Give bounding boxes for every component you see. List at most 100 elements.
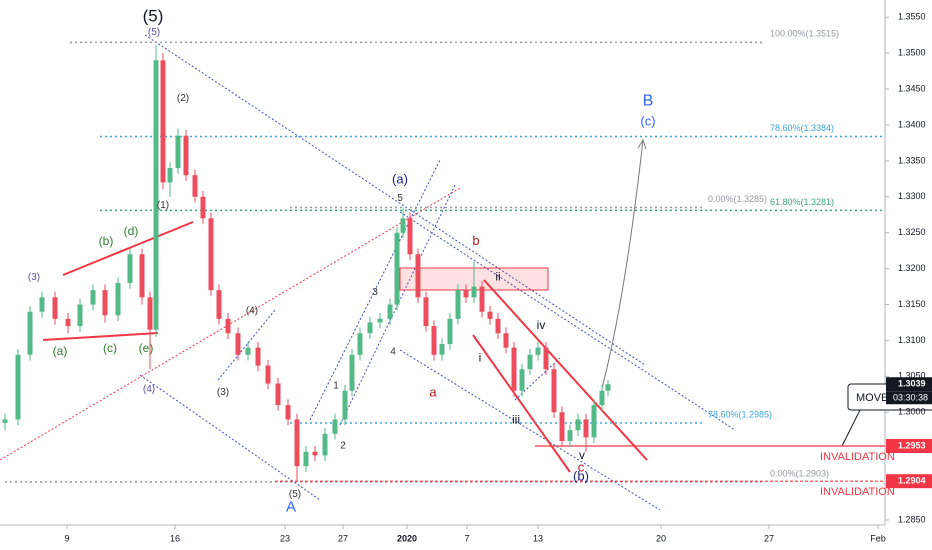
candle-body — [527, 354, 533, 370]
candle-body — [575, 419, 581, 431]
candle-body — [357, 333, 363, 355]
x-tick-label: 20 — [656, 533, 666, 543]
candle-body — [65, 318, 71, 327]
candle-body — [294, 419, 300, 467]
candle-body — [377, 318, 383, 323]
wave-label: (b) — [573, 468, 589, 483]
fib-label: 61.80%(1.3281) — [770, 197, 834, 207]
candle-body — [115, 282, 121, 316]
wave-label: (a) — [392, 172, 408, 187]
candle-body — [439, 344, 445, 355]
candle-body — [208, 218, 214, 291]
wave-label: (4) — [143, 384, 155, 395]
candle-body — [27, 311, 33, 355]
candle-body — [407, 218, 413, 255]
wave-label: 1 — [333, 380, 339, 391]
x-tick-label: 27 — [764, 533, 774, 543]
wave-label: (5) — [289, 489, 301, 500]
wave-label: i — [479, 351, 482, 365]
wave-label: 4 — [390, 347, 396, 358]
y-tick-label: 1.3050 — [898, 371, 926, 381]
trend-line — [217, 309, 276, 381]
candle-body — [90, 290, 96, 305]
wave-label: (e) — [139, 341, 154, 355]
candle-body — [551, 369, 557, 413]
candle-body — [487, 311, 493, 319]
price-tag-label: 1.2953 — [898, 440, 926, 450]
candle-body — [265, 365, 271, 384]
wave-label: v — [579, 448, 585, 462]
y-tick-label: 1.3100 — [898, 335, 926, 345]
fib-label: 0.00%(1.3285) — [708, 194, 767, 204]
y-tick-label: 1.2850 — [898, 514, 926, 524]
candle-body — [431, 326, 437, 355]
candle-body — [102, 290, 108, 316]
candle-body — [275, 383, 281, 406]
wave-label: A — [286, 499, 296, 516]
candle-body — [175, 135, 181, 169]
wave-label: b — [472, 233, 479, 248]
trend-line — [309, 159, 441, 421]
fib-label: 78.60%(1.3384) — [770, 123, 834, 133]
invalidation-label: INVALIDATION — [820, 486, 895, 498]
wave-label: a — [429, 384, 437, 399]
wave-label: (4) — [246, 306, 258, 317]
channel-line — [483, 279, 648, 461]
candle-body — [511, 347, 517, 391]
wave-label: iv — [537, 318, 546, 332]
x-tick-label: 2020 — [397, 533, 417, 543]
candle-body — [312, 451, 318, 456]
candle-body — [423, 297, 429, 327]
wave-label: (3) — [28, 272, 40, 283]
fib-label: 100.00%(1.3515) — [770, 29, 839, 39]
wave-label: B — [643, 92, 654, 109]
wave-label: (b) — [99, 234, 114, 248]
candle-body — [255, 347, 261, 366]
candle-body — [235, 333, 241, 355]
candle-body — [332, 419, 338, 434]
wave-label: (5) — [143, 7, 164, 26]
y-tick-label: 1.3200 — [898, 263, 926, 273]
invalidation-label: INVALIDATION — [820, 451, 895, 463]
wave-label: (5) — [148, 27, 160, 38]
wave-label: (1) — [157, 200, 169, 211]
candle-body — [15, 354, 21, 420]
candle-body — [52, 297, 58, 319]
candle-body — [394, 232, 400, 305]
y-tick-label: 1.3000 — [898, 407, 926, 417]
trend-line — [139, 374, 321, 501]
candle-body — [387, 304, 393, 319]
countdown-box — [886, 391, 932, 405]
candle-body — [447, 318, 453, 345]
candle-body — [455, 290, 461, 319]
candle-body — [599, 390, 605, 406]
candle-body — [503, 333, 509, 348]
candle-body — [183, 135, 189, 176]
candle-body — [2, 419, 8, 424]
wave-label: (3) — [217, 387, 229, 398]
y-tick-label: 1.3550 — [898, 12, 926, 22]
x-tick-label: 7 — [464, 533, 469, 543]
x-tick-label: 13 — [533, 533, 543, 543]
trend-line — [0, 187, 461, 461]
y-tick-label: 1.3300 — [898, 191, 926, 201]
candle-body — [322, 433, 328, 456]
y-tick-label: 1.3150 — [898, 299, 926, 309]
candle-body — [167, 168, 173, 183]
wave-label: (a) — [53, 344, 68, 358]
candle-body — [39, 297, 45, 312]
candle-body — [519, 369, 525, 391]
wave-label: (c) — [103, 341, 117, 355]
projection-arrow — [601, 139, 644, 389]
candle-body — [225, 318, 231, 334]
y-tick-label: 1.3350 — [898, 155, 926, 165]
price-tag-label: 1.2904 — [898, 476, 926, 486]
candle-body — [153, 60, 159, 330]
candle-body — [400, 218, 406, 233]
candle-body — [479, 286, 485, 312]
candle-body — [535, 347, 541, 355]
candle-body — [605, 384, 611, 391]
candle-body — [200, 196, 206, 219]
wave-label: c — [578, 460, 585, 475]
